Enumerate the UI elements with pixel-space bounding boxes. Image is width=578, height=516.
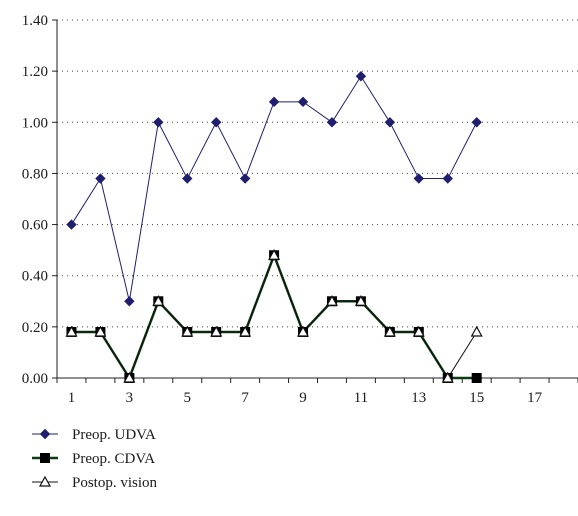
y-tick-label: 1.00 [22,115,48,131]
x-tick-label: 3 [126,390,134,406]
data-point-udva [95,173,106,184]
x-tick-label: 7 [241,390,249,406]
data-point-udva [326,117,338,128]
data-point-udva [239,173,251,184]
y-tick-label: 0.60 [22,218,48,234]
y-tick-label: 0.00 [22,371,48,387]
legend-marker [39,428,51,440]
legend-label: Preop. UDVA [72,427,156,443]
data-point-udva [124,296,135,307]
data-point-postop [268,249,281,260]
x-tick-label: 5 [184,390,192,406]
series-line-3 [71,253,478,380]
y-tick-label: 0.20 [22,320,48,336]
gridlines [57,19,578,328]
data-point-postop [123,371,136,383]
data-point-udva [66,219,77,230]
x-tick-label: 13 [411,390,426,406]
legend: Preop. UDVA Preop. CDVA Postop. vision [32,427,158,491]
data-point-postop [152,295,165,306]
series-line-2 [71,251,477,381]
legend-marker [40,453,50,463]
data-point-postop [441,371,454,383]
data-point-postop [412,325,425,337]
data-point-postop [65,325,78,337]
data-point-udva [442,173,453,184]
y-tick-label: 0.40 [22,269,48,285]
data-point-postop [210,325,223,337]
series-line-1 [71,75,478,302]
data-point-postop [354,295,367,306]
data-point-udva [355,71,367,82]
series-layer [65,71,483,383]
data-point-udva [268,96,280,108]
axes: 0.000.200.400.600.801.001.201.401 3 5 7 9 11 1… [22,13,578,406]
legend-label: Preop. CDVA [72,451,155,467]
data-point-postop [470,325,483,337]
x-tick-label: 15 [469,390,484,406]
x-tick-label: 1 [68,390,76,406]
data-point-udva [153,117,164,128]
x-tick-label: 17 [527,390,543,406]
data-point-udva [182,173,193,184]
y-tick-label: 1.40 [22,13,48,29]
data-point-udva [210,117,222,128]
data-point-udva [297,96,309,108]
data-point-postop [181,325,194,337]
data-point-postop [239,325,252,337]
legend-marker [38,475,52,487]
data-point-udva [413,173,425,184]
x-tick-label: 9 [299,390,307,406]
data-point-postop [297,325,310,337]
data-point-postop [325,295,338,306]
data-point-postop [383,325,396,337]
data-point-udva [384,117,396,128]
legend-label: Postop. vision [72,475,158,491]
data-point-cdva [471,373,482,383]
x-tick-label: 11 [354,390,368,406]
y-tick-label: 1.20 [22,64,48,80]
data-point-postop [94,325,107,337]
data-point-udva [471,117,482,128]
y-tick-label: 0.80 [22,166,48,182]
